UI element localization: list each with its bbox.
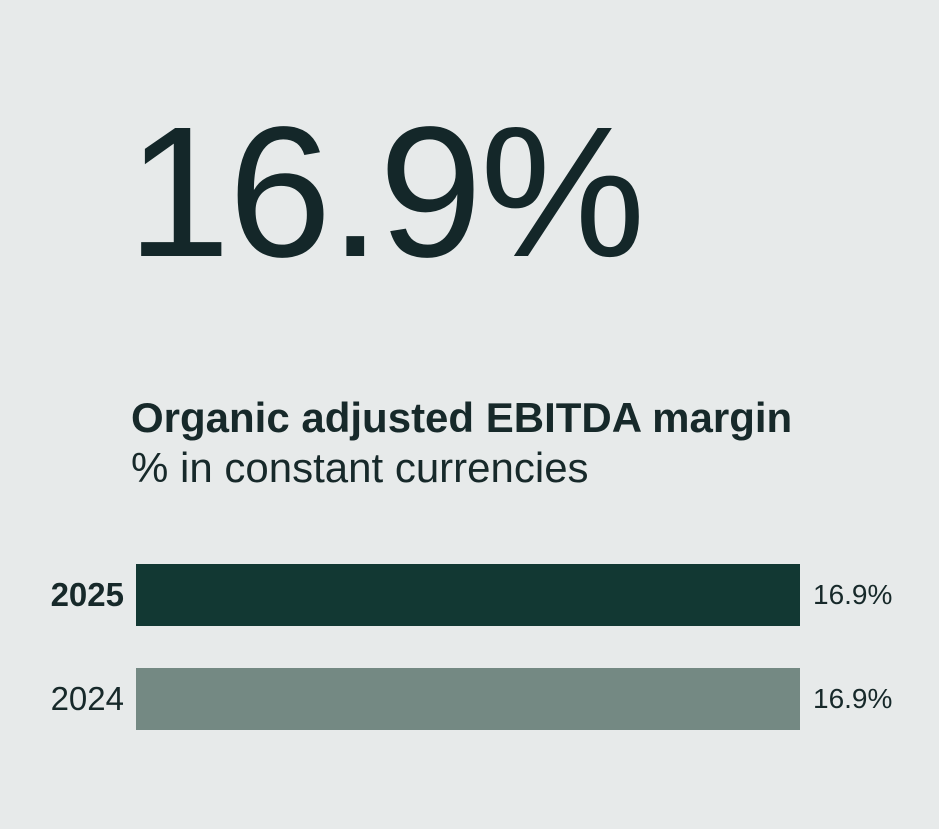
category-label-2024: 2024 — [50, 680, 124, 717]
chart-title: Organic adjusted EBITDA margin — [131, 394, 793, 441]
chart-title-block: Organic adjusted EBITDA margin % in cons… — [131, 393, 792, 493]
value-label-2025: 16.9% — [813, 579, 893, 610]
bar-track-2024 — [136, 668, 800, 730]
kpi-headline-value: 16.9% — [127, 89, 645, 296]
bar-track-2025 — [136, 564, 800, 626]
bar-row-2025: 2025 16.9% — [0, 564, 939, 626]
bar-2024 — [136, 668, 800, 730]
value-label-2024: 16.9% — [813, 683, 893, 714]
chart-subtitle: % in constant currencies — [131, 444, 589, 491]
category-label-2025: 2025 — [50, 576, 124, 613]
bar-2025 — [136, 564, 800, 626]
bar-row-2024: 2024 16.9% — [0, 668, 939, 730]
bar-chart: 2025 16.9% 2024 16.9% — [0, 564, 939, 772]
